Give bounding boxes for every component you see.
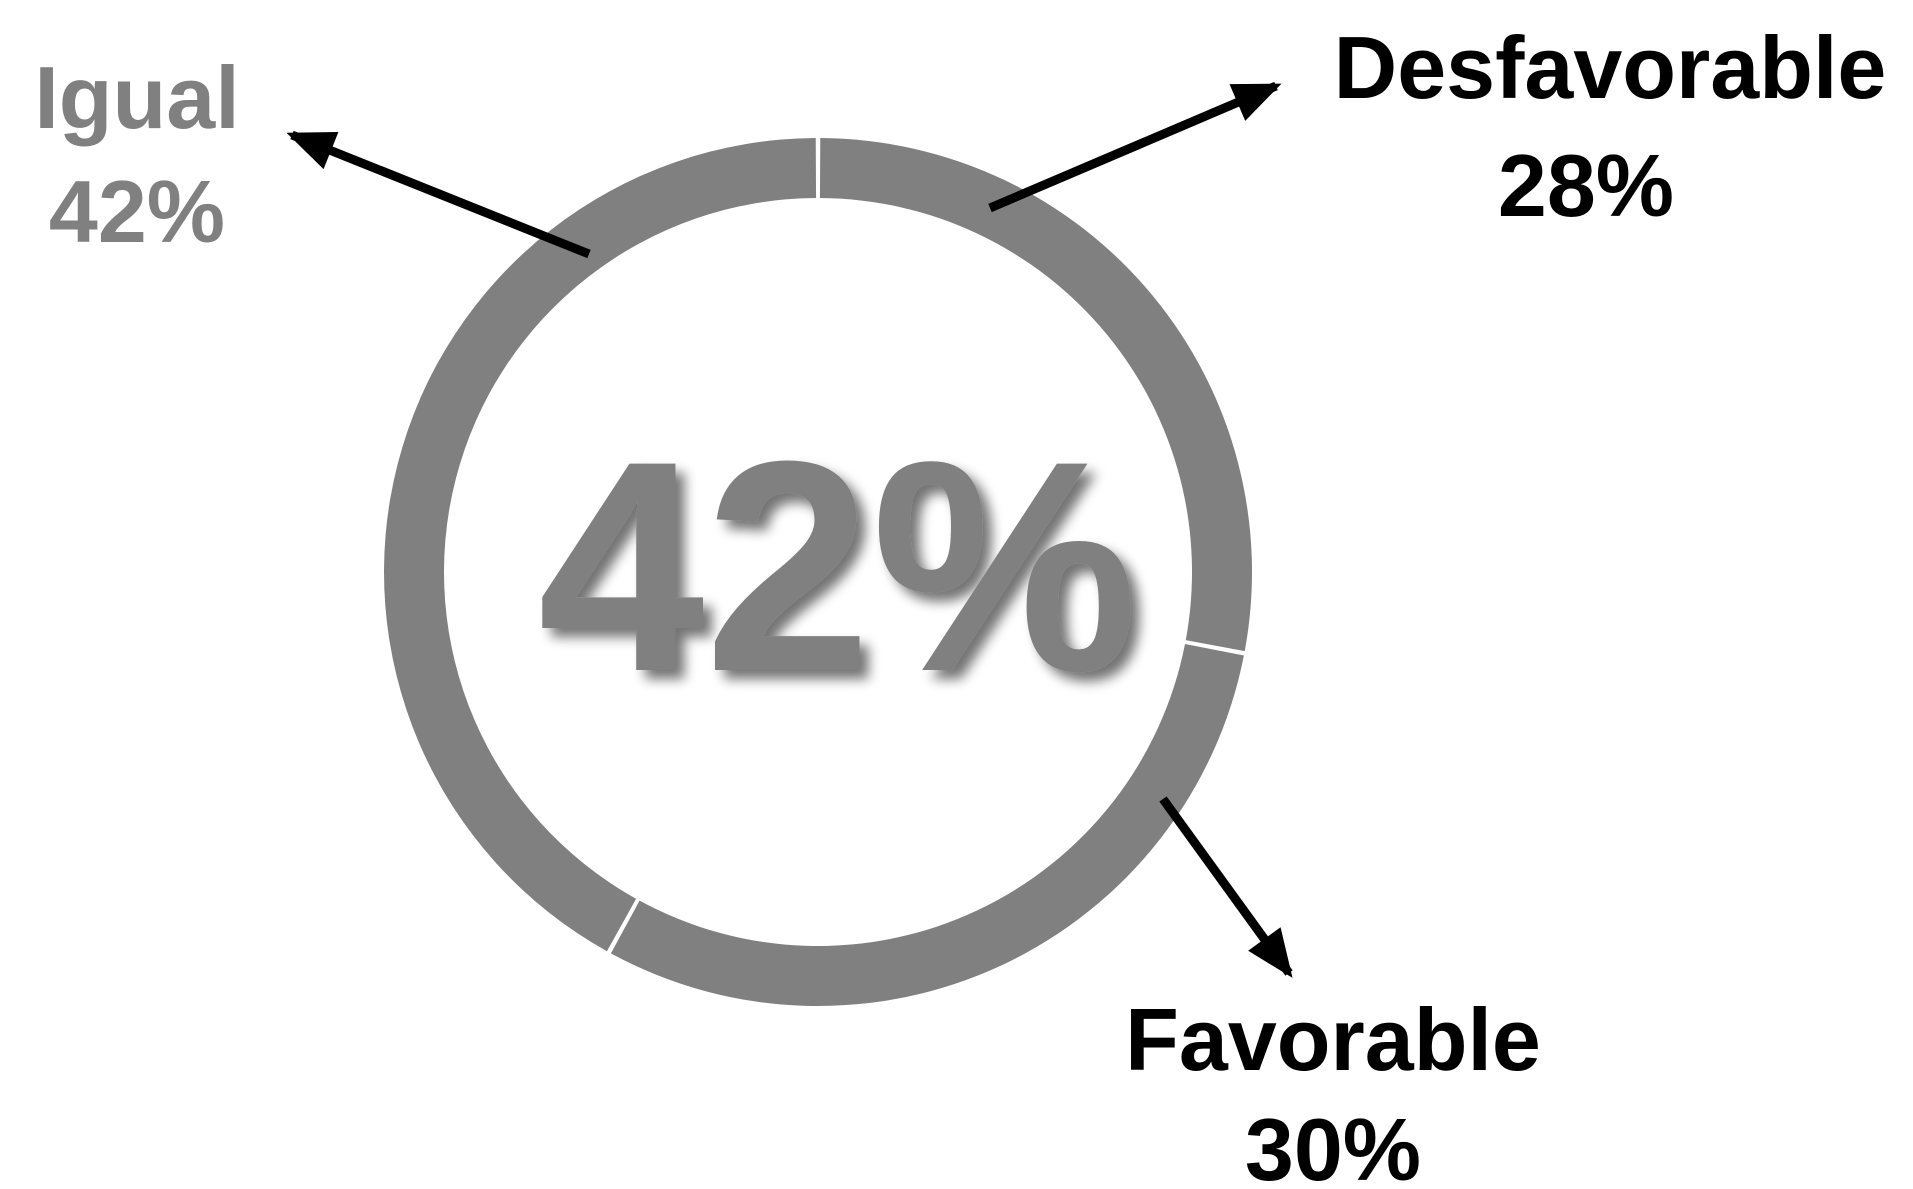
slice-igual: [383, 138, 817, 952]
arrow-desfavorable: [988, 81, 1278, 213]
label-favorable: Favorable: [1125, 990, 1541, 1089]
arrowhead-favorable: [1248, 927, 1293, 978]
slice-favorable: [610, 644, 1244, 1006]
center-value-label: 42%: [538, 398, 1138, 734]
slice-desfavorable: [819, 138, 1253, 652]
value-label-favorable: 30%: [1245, 1100, 1421, 1184]
arrowhead-desfavorable: [1229, 83, 1282, 121]
arrowhead-igual: [286, 132, 339, 170]
donut-ring: [383, 138, 1253, 1006]
slice-labels: Desfavorable 28% Favorable 30% Igual 42%: [34, 18, 1887, 1189]
label-igual: Igual: [34, 48, 239, 147]
value-label-igual: 42%: [49, 162, 225, 261]
label-desfavorable: Desfavorable: [1334, 18, 1887, 117]
arrow-igual: [290, 130, 591, 259]
value-label-desfavorable: 28%: [1498, 136, 1674, 235]
